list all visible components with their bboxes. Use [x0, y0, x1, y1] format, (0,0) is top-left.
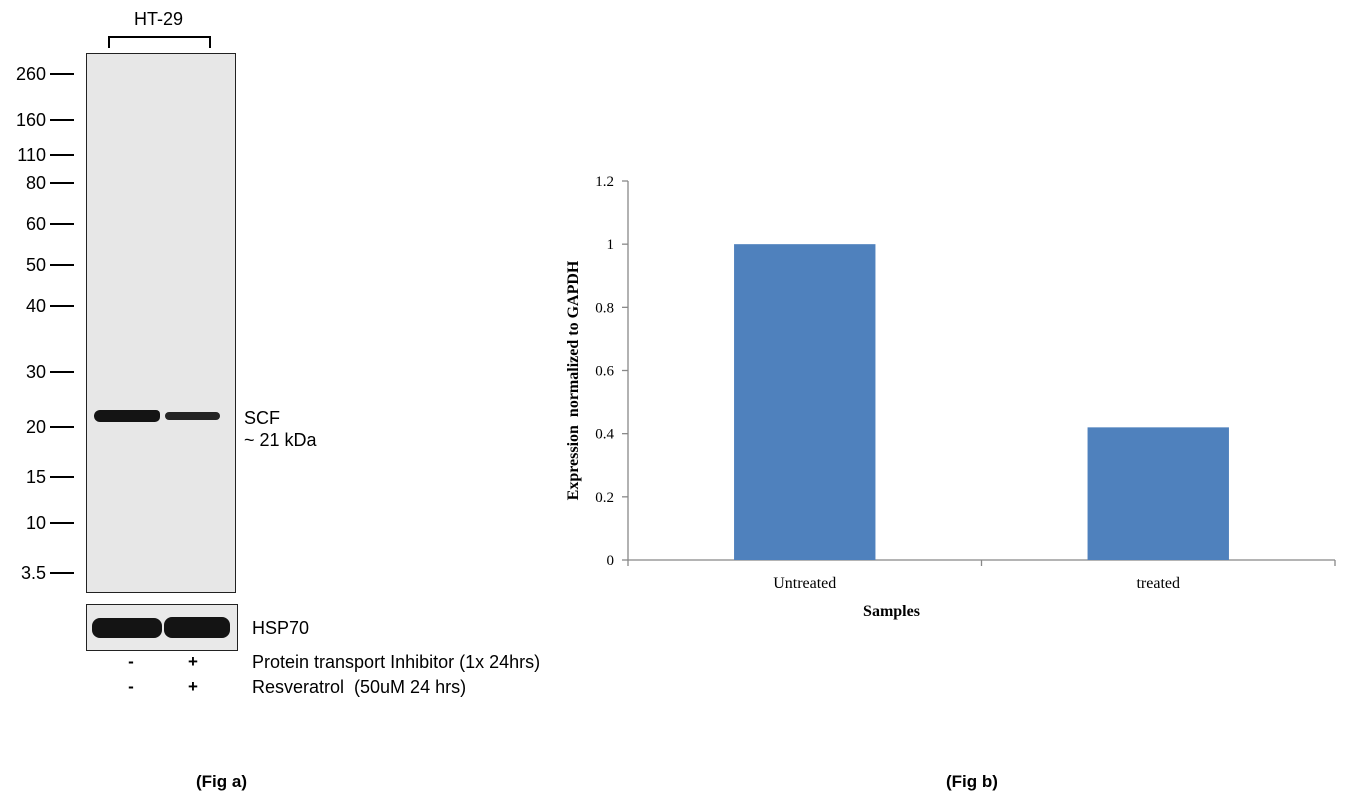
mw-marker-label: 50: [25, 255, 46, 275]
hsp70-band-lane-2: [164, 617, 230, 638]
fig-a-caption: (Fig a): [196, 772, 247, 791]
mw-marker-label: 160: [15, 110, 46, 130]
mw-marker-label: 30: [25, 362, 46, 382]
cell-line-label: HT-29: [134, 9, 184, 29]
x-axis-title: Samples: [863, 603, 920, 620]
mw-marker-tick: [50, 476, 74, 478]
treatment-sign-lane-1: -: [128, 652, 134, 671]
mw-marker-tick: [50, 305, 74, 307]
y-tick-label: 0.8: [595, 300, 614, 316]
mw-marker-tick: [50, 119, 74, 121]
mw-marker-label: 80: [25, 173, 46, 193]
mw-marker-tick: [50, 264, 74, 266]
mw-marker-tick: [50, 572, 74, 574]
scf-band-lane-2: [165, 412, 220, 420]
scf-size-label: ~ 21 kDa: [244, 430, 317, 450]
treatment-sign-lane-2: +: [188, 677, 198, 696]
treatment-label: Resveratrol (50uM 24 hrs): [252, 677, 467, 697]
hsp70-label: HSP70: [252, 618, 310, 638]
x-category-label: Untreated: [773, 575, 836, 592]
y-tick-label: 1: [607, 237, 615, 253]
mw-marker-tick: [50, 371, 74, 373]
mw-marker-tick: [50, 73, 74, 75]
x-category-label: treated: [1136, 575, 1180, 592]
mw-marker-tick: [50, 182, 74, 184]
y-axis-title: Expression normalized to GAPDH: [565, 260, 582, 500]
mw-marker-label: 260: [15, 64, 46, 84]
scf-band-label: SCF: [244, 408, 280, 428]
mw-marker-tick: [50, 223, 74, 225]
hsp70-blot-membrane: [86, 604, 238, 651]
mw-marker-tick: [50, 154, 74, 156]
mw-marker-label: 60: [25, 214, 46, 234]
lane-bracket: [108, 36, 211, 48]
scf-band-lane-1: [94, 410, 160, 422]
mw-marker-label: 40: [25, 296, 46, 316]
y-tick-label: 0.6: [595, 364, 614, 380]
y-tick-label: 0.4: [595, 427, 614, 443]
scf-blot-membrane: [86, 53, 236, 593]
mw-marker-label: 110: [17, 145, 46, 165]
treatment-sign-lane-1: -: [128, 677, 134, 696]
treatment-sign-lane-2: +: [188, 652, 198, 671]
y-tick-label: 0.2: [595, 490, 614, 506]
y-tick-label: 1.2: [595, 174, 614, 190]
bar-chart: 0 0.2 0.4 0.6 0.8 1 1.2 Untreated treated Samples…: [565, 174, 1336, 620]
western-blot-figure: HT-29 260 160 110 80 60 50 40 30 20 15 1…: [0, 0, 620, 805]
y-tick-label: 0: [607, 553, 615, 569]
mw-marker-label: 15: [25, 467, 46, 487]
treatment-label: Protein transport Inhibitor (1x 24hrs): [252, 652, 541, 672]
mw-marker-tick: [50, 426, 74, 428]
fig-b-caption: (Fig b): [946, 772, 998, 791]
mw-marker-label: 3.5: [20, 563, 46, 583]
hsp70-band-lane-1: [92, 618, 162, 638]
bar: [1087, 427, 1229, 560]
mw-marker-label: 10: [25, 513, 46, 533]
bar: [734, 244, 876, 560]
mw-marker-tick: [50, 522, 74, 524]
mw-marker-label: 20: [25, 417, 46, 437]
